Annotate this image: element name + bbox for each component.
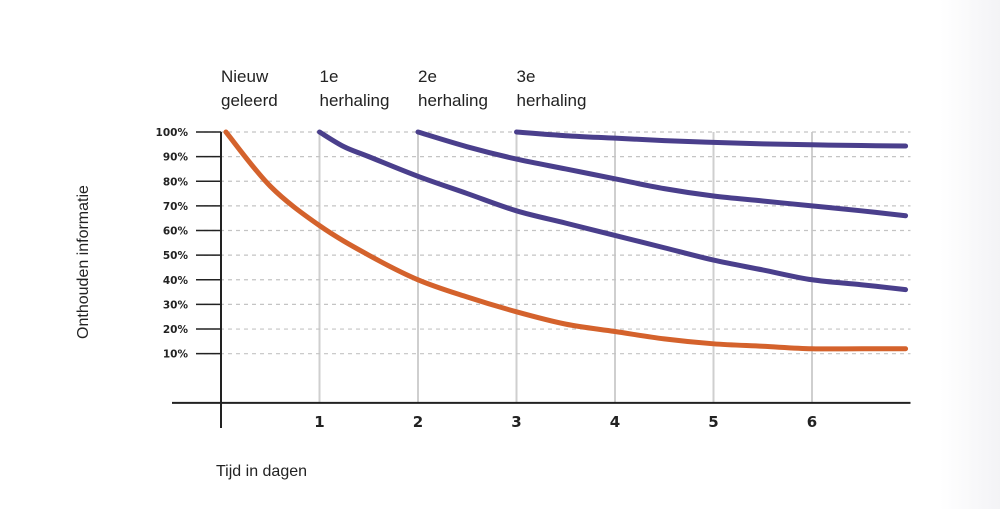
phase-label: geleerd bbox=[221, 91, 278, 110]
y-tick-label: 100% bbox=[156, 127, 189, 139]
y-tick-label: 30% bbox=[163, 299, 189, 311]
grid-lines bbox=[196, 131, 911, 403]
y-tick-label: 10% bbox=[163, 349, 189, 361]
x-tick-label: 2 bbox=[413, 413, 423, 431]
phase-label: 1e bbox=[320, 67, 339, 86]
phase-label: herhaling bbox=[517, 91, 587, 110]
phase-label: herhaling bbox=[418, 91, 488, 110]
x-axis-label: Tijd in dagen bbox=[216, 463, 307, 480]
y-tick-label: 80% bbox=[163, 176, 189, 188]
phase-label: Nieuw bbox=[221, 67, 269, 86]
y-tick-label: 60% bbox=[163, 226, 189, 238]
phase-labels: Nieuw geleerd 1e herhaling 2e herhaling 3e herh… bbox=[221, 67, 586, 110]
phase-label: 3e bbox=[517, 67, 536, 86]
phase-label: 2e bbox=[418, 67, 437, 86]
series-line-1 bbox=[223, 129, 909, 352]
series-line-4 bbox=[514, 129, 909, 149]
x-tick-label: 1 bbox=[314, 413, 324, 431]
x-tick-label: 6 bbox=[807, 413, 817, 431]
y-tick-label: 40% bbox=[163, 275, 189, 287]
y-tick-label: 90% bbox=[163, 152, 189, 164]
series-lines bbox=[223, 129, 909, 352]
right-edge-shade bbox=[940, 0, 1000, 509]
series-line-3 bbox=[415, 129, 909, 219]
axes bbox=[172, 131, 911, 428]
y-axis-label: Onthouden informatie bbox=[75, 185, 92, 339]
y-tick-label: 70% bbox=[163, 201, 189, 213]
phase-label: herhaling bbox=[320, 91, 390, 110]
x-tick-label: 4 bbox=[610, 413, 620, 431]
series-line-2 bbox=[317, 129, 909, 293]
tick-labels: 100% 90% 80% 70% 60% 50% 40% 30% 20% 10% 1 2 3 4 5 6 bbox=[156, 127, 818, 431]
y-tick-label: 20% bbox=[163, 324, 189, 336]
y-tick-label: 50% bbox=[163, 250, 189, 262]
x-tick-label: 5 bbox=[708, 413, 718, 431]
x-tick-label: 3 bbox=[511, 413, 521, 431]
